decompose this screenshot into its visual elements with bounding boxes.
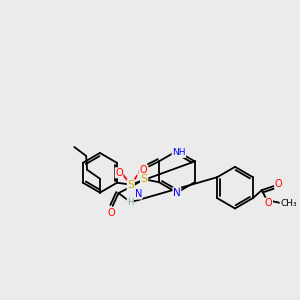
Text: S: S [127,180,134,190]
Text: O: O [265,198,272,208]
Text: CH₃: CH₃ [280,199,297,208]
Text: S: S [141,174,148,184]
Text: N: N [173,188,181,198]
Text: O: O [275,179,282,189]
Text: O: O [138,168,146,178]
Text: N: N [134,189,142,199]
Text: O: O [108,208,116,218]
Text: NH: NH [172,148,186,158]
Text: O: O [139,165,147,175]
Text: O: O [115,168,123,178]
Text: H: H [127,197,134,206]
